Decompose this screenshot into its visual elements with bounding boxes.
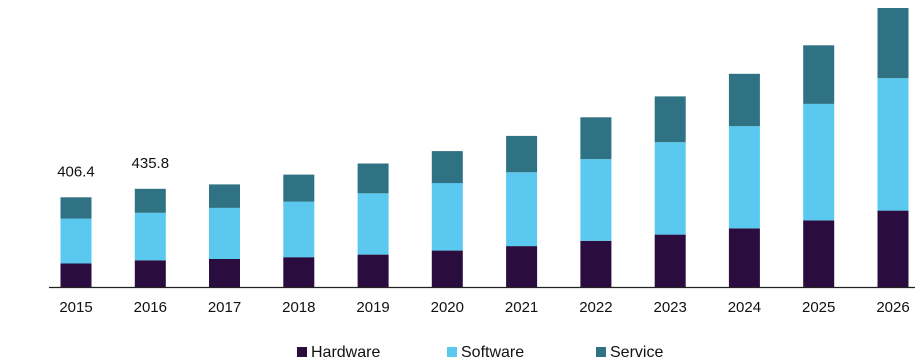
x-tick-label-2020: 2020: [431, 299, 464, 316]
bar-software-2023: [654, 142, 686, 235]
bar-hardware-2025: [803, 220, 835, 287]
bar-service-2018: [283, 174, 315, 202]
bar-service-2024: [728, 73, 760, 127]
bars-layer: [60, 8, 909, 287]
legend-item-hardware: Hardware: [297, 344, 380, 361]
x-tick-label-2018: 2018: [282, 299, 315, 316]
legend-item-software: Software: [447, 344, 524, 361]
x-tick-label-2021: 2021: [505, 299, 538, 316]
bar-software-2025: [803, 104, 835, 221]
data-labels: 406.4 435.8: [57, 155, 169, 181]
bar-software-2020: [431, 183, 463, 251]
bar-software-2021: [506, 172, 538, 247]
x-tick-label-2025: 2025: [802, 299, 835, 316]
bar-hardware-2017: [209, 259, 240, 287]
bar-service-2016: [134, 188, 166, 213]
bar-service-2025: [803, 45, 835, 104]
legend-swatch-software: [447, 347, 457, 357]
bar-hardware-2018: [283, 257, 315, 287]
bar-software-2019: [357, 193, 389, 255]
legend-swatch-hardware: [297, 347, 307, 357]
bar-service-2020: [431, 151, 463, 184]
x-tick-label-2019: 2019: [356, 299, 389, 316]
x-tick-label-2015: 2015: [59, 299, 92, 316]
bar-service-2026: [877, 8, 909, 79]
bar-software-2018: [283, 201, 315, 258]
bar-service-2019: [357, 163, 389, 194]
bar-software-2026: [877, 78, 909, 211]
bar-hardware-2022: [580, 240, 612, 287]
legend-label-hardware: Hardware: [311, 344, 380, 361]
x-tick-label-2022: 2022: [579, 299, 612, 316]
x-tick-label-2024: 2024: [728, 299, 761, 316]
bar-service-2015: [60, 197, 92, 219]
x-tick-labels: 2015 2016 2017 2018 2019 2020 2021 2022 2023 2024…: [59, 299, 909, 316]
bar-hardware-2024: [728, 228, 760, 287]
bar-hardware-2021: [506, 246, 538, 287]
legend-label-software: Software: [461, 344, 524, 361]
bar-software-2015: [60, 218, 92, 264]
x-tick-label-2023: 2023: [654, 299, 687, 316]
data-label-total-2016: 435.8: [132, 155, 170, 172]
bar-software-2017: [209, 207, 240, 259]
bar-hardware-2015: [60, 263, 92, 287]
bar-service-2022: [580, 117, 612, 160]
legend-swatch-service: [596, 347, 606, 357]
bar-service-2021: [506, 135, 538, 173]
bar-hardware-2023: [654, 234, 686, 287]
bar-hardware-2026: [877, 210, 909, 287]
x-tick-label-2017: 2017: [208, 299, 241, 316]
x-tick-label-2026: 2026: [876, 299, 909, 316]
bar-service-2017: [209, 184, 240, 208]
bar-software-2024: [728, 126, 760, 229]
bar-hardware-2019: [357, 254, 389, 287]
x-tick-label-2016: 2016: [134, 299, 167, 316]
bar-software-2016: [134, 212, 166, 261]
legend-label-service: Service: [610, 344, 663, 361]
bar-hardware-2016: [134, 260, 166, 287]
legend-item-service: Service: [596, 344, 663, 361]
data-label-total-2015: 406.4: [57, 163, 95, 180]
bar-service-2023: [654, 96, 686, 143]
legend: Hardware Software Service: [297, 344, 663, 361]
bar-software-2022: [580, 159, 612, 241]
bar-hardware-2020: [431, 250, 463, 287]
